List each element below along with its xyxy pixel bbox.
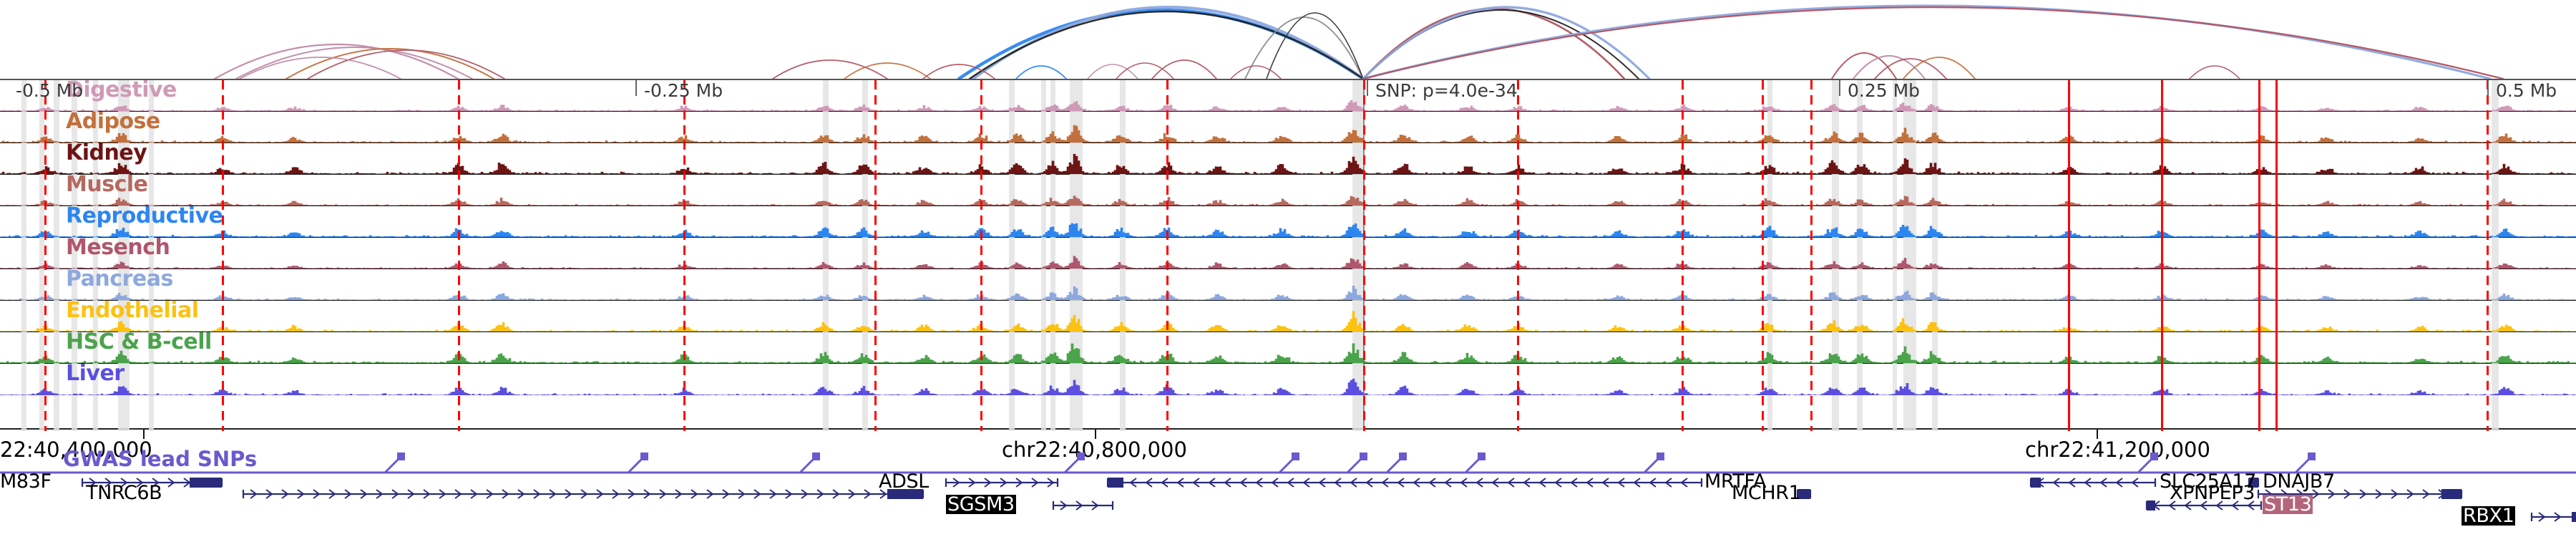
gene-label-dnajb7[interactable]: DNAJB7: [2263, 470, 2335, 493]
gene-label-slc25a17[interactable]: SLC25A17: [2160, 470, 2257, 493]
signal-profile: [0, 175, 2576, 205]
distance-tick-mark: [2487, 80, 2489, 96]
distance-tick-label: 0.25 Mb: [1848, 80, 1921, 101]
gene-label-rbx1[interactable]: RBX1: [2462, 505, 2516, 527]
signal-track-muscle[interactable]: Muscle: [0, 172, 2576, 206]
gene-label-xpnpep3[interactable]: XPNPEP3: [2170, 482, 2255, 504]
signal-profile: [0, 112, 2576, 142]
distance-tick-label: 0.5 Mb: [2496, 80, 2557, 101]
distance-tick-mark: [1367, 80, 1368, 96]
signal-track-reproductive[interactable]: Reproductive: [0, 203, 2576, 238]
gene-label-adsl[interactable]: ADSL: [879, 470, 929, 493]
gwas-lead-snps-track: GWAS lead SNPs: [0, 447, 2576, 477]
coordinate-tick: [2097, 430, 2098, 439]
signal-track-digestive[interactable]: Digestive: [0, 77, 2576, 112]
gene-label-m83f[interactable]: M83F: [0, 470, 52, 493]
signal-track-hsc-b-cell[interactable]: HSC & B-cell: [0, 329, 2576, 364]
signal-track-endothelial[interactable]: Endothelial: [0, 298, 2576, 332]
gene-label-sgsm3[interactable]: SGSM3: [946, 493, 1016, 516]
gwas-track-label: GWAS lead SNPs: [63, 447, 258, 471]
gene-label-mrtfa[interactable]: MRTFA: [1704, 470, 1767, 493]
signal-profile: [0, 301, 2576, 332]
signal-track-adipose[interactable]: Adipose: [0, 109, 2576, 143]
distance-tick-mark: [1839, 80, 1840, 96]
gene-annotation-track: M83F TNRC6B ADSL SGSM3 MRTFA MCHR1 SLC25A17 DNA…: [0, 470, 2576, 537]
signal-profile: [0, 144, 2576, 174]
signal-profile: [0, 207, 2576, 237]
signal-track-liver[interactable]: Liver: [0, 361, 2576, 395]
signal-profile: [0, 333, 2576, 363]
signal-profile: [0, 365, 2576, 395]
signal-track-mesench[interactable]: Mesench: [0, 235, 2576, 269]
gene-label-tnrc6b[interactable]: TNRC6B: [86, 482, 162, 504]
coordinate-label: chr22:41,200,000: [2025, 437, 2210, 462]
chromatin-interaction-arc-panel: [0, 0, 2576, 79]
signal-profile: [0, 270, 2576, 300]
coordinate-tick: [1095, 430, 1096, 439]
tracks-host: Digestive Adipose Kidney Muscle Reproductive…: [0, 77, 2576, 395]
distance-tick-label: SNP: p=4.0e-34: [1375, 80, 1518, 101]
signal-track-stack: Digestive Adipose Kidney Muscle Reproductive…: [0, 77, 2576, 431]
gene-label-st13[interactable]: ST13: [2263, 493, 2313, 516]
signal-track-pancreas[interactable]: Pancreas: [0, 266, 2576, 301]
distance-tick-label: -0.5 Mb: [16, 80, 84, 101]
coordinate-label: 22:40,400,000: [0, 437, 152, 462]
gene-label-mchr1[interactable]: MCHR1: [1732, 482, 1801, 504]
distance-tick-mark: [635, 80, 637, 96]
signal-track-kidney[interactable]: Kidney: [0, 140, 2576, 175]
genomic-coordinate-axis: 22:40,400,000 chr22:40,800,000 chr22:41,20…: [0, 430, 2576, 462]
distance-tick-label: -0.25 Mb: [644, 80, 723, 101]
coordinate-tick: [143, 430, 145, 439]
coordinate-label: chr22:40,800,000: [1002, 437, 1187, 462]
signal-profile: [0, 81, 2576, 111]
signal-profile: [0, 238, 2576, 268]
